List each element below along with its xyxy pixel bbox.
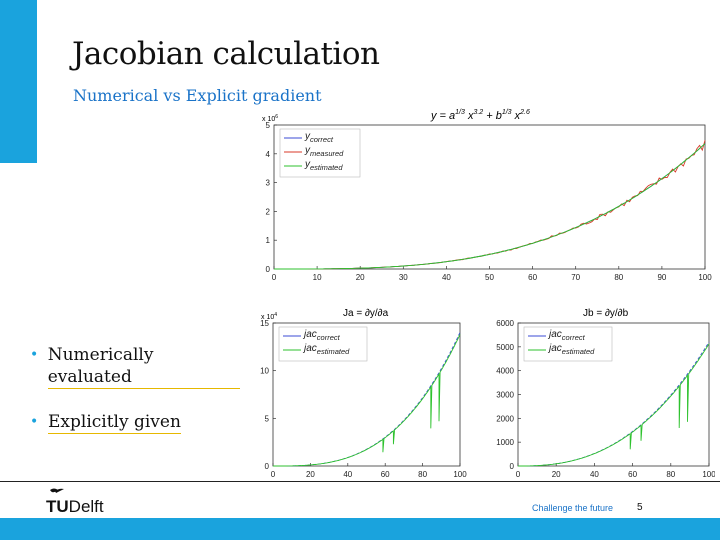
x-tick-label: 100	[702, 470, 715, 479]
footer-bar	[0, 518, 720, 540]
y-tick-label: 0	[510, 462, 515, 471]
footer-divider	[0, 481, 720, 482]
main-chart: 0 10 20 30 40 50 60 70 80 90 100 0 1 2 3 4 5 ycorrectymea…	[262, 109, 713, 282]
bullet-text: Numerically evaluated	[47, 344, 240, 389]
y-tick-label: 4	[266, 150, 271, 159]
x-tick-label: 20	[552, 470, 561, 479]
y-tick-label: 1000	[496, 438, 514, 447]
legend-label: yestimated	[304, 159, 343, 172]
ja-chart: 0 20 40 60 80 100 0 5 10 15 jaccorrectjacestimated…	[260, 308, 467, 479]
y-tick-label: 3	[266, 179, 271, 188]
x-tick-label: 30	[399, 273, 408, 282]
x-tick-label: 0	[272, 273, 277, 282]
y-tick-label: 15	[260, 319, 269, 328]
x-tick-label: 100	[698, 273, 712, 282]
logo-delft: Delft	[68, 497, 104, 516]
legend-label: jacestimated	[302, 343, 350, 356]
y-tick-label: 10	[260, 367, 269, 376]
x-tick-label: 100	[453, 470, 467, 479]
page-number: 5	[637, 502, 643, 513]
bullet-dot: •	[30, 347, 39, 363]
bullet-text: Explicitly given	[48, 412, 181, 434]
bullet-item: • Explicitly given	[30, 411, 240, 434]
y-tick-label: 0	[266, 265, 271, 274]
legend-label: ycorrect	[304, 131, 334, 144]
y-tick-label: 4000	[496, 367, 514, 376]
series-line-jac-estimated	[518, 343, 710, 467]
y-tick-label: 5	[265, 414, 270, 423]
series-line-y-estimated	[274, 143, 706, 270]
x-tick-label: 60	[628, 470, 637, 479]
y-tick-label: 2000	[496, 414, 514, 423]
x-tick-label: 60	[528, 273, 537, 282]
y-tick-label: 0	[265, 462, 270, 471]
main-chart-title: y = a1/3 x3.2 + b1/3 x2.6	[430, 109, 530, 122]
y-tick-label: 1	[266, 236, 271, 245]
x-tick-label: 60	[381, 470, 390, 479]
ja-chart-title: Ja = ∂y/∂a	[343, 308, 389, 319]
x-tick-label: 0	[516, 470, 521, 479]
x-tick-label: 40	[590, 470, 599, 479]
bullet-dot: •	[30, 414, 39, 430]
legend-box	[523, 326, 613, 362]
jb-chart-plot: 0 20 40 60 80 1000100020003000400050006000jac…	[496, 319, 715, 479]
tudelft-flame-icon	[50, 488, 64, 493]
x-tick-label: 80	[614, 273, 623, 282]
y-tick-label: 6000	[496, 319, 514, 328]
tudelft-logo: TUDelft	[46, 497, 104, 517]
y-tick-label: 3000	[496, 391, 514, 400]
ja-chart-multiplier: x 104	[261, 312, 277, 321]
x-tick-label: 20	[356, 273, 365, 282]
bullet-list: • Numerically evaluated • Explicitly giv…	[30, 344, 240, 456]
x-tick-label: 50	[485, 273, 494, 282]
legend-label: jacestimated	[547, 343, 595, 356]
x-tick-label: 40	[343, 470, 352, 479]
x-tick-label: 80	[666, 470, 675, 479]
legend-label: jaccorrect	[302, 329, 341, 342]
legend-box	[279, 128, 361, 178]
legend-label: ymeasured	[304, 145, 344, 158]
main-chart-multiplier: x 106	[262, 114, 278, 123]
y-tick-label: 5	[266, 121, 271, 130]
legend-label: jaccorrect	[547, 329, 586, 342]
footer-tagline: Challenge the future	[532, 503, 614, 513]
main-chart-plot: 0 10 20 30 40 50 60 70 80 90 100 0 1 2 3 4 5 ycorrectymea…	[266, 121, 713, 282]
jb-chart: 0 20 40 60 80 1000100020003000400050006000jac…	[496, 308, 715, 479]
x-tick-label: 40	[442, 273, 451, 282]
jb-chart-title: Jb = ∂y/∂b	[583, 308, 629, 319]
slide-title: Jacobian calculation	[72, 36, 380, 72]
accent-bar	[0, 0, 37, 163]
y-tick-label: 2	[266, 207, 271, 216]
x-tick-label: 70	[571, 273, 580, 282]
x-tick-label: 20	[306, 470, 315, 479]
legend-box	[278, 326, 368, 362]
y-tick-label: 5000	[496, 343, 514, 352]
series-line-jac-estimated	[273, 334, 461, 467]
x-tick-label: 90	[657, 273, 666, 282]
logo-tu: TU	[46, 497, 69, 516]
bullet-item: • Numerically evaluated	[30, 344, 240, 389]
x-tick-label: 80	[418, 470, 427, 479]
x-tick-label: 10	[313, 273, 322, 282]
slide-subtitle: Numerical vs Explicit gradient	[73, 86, 322, 105]
x-tick-label: 0	[271, 470, 276, 479]
